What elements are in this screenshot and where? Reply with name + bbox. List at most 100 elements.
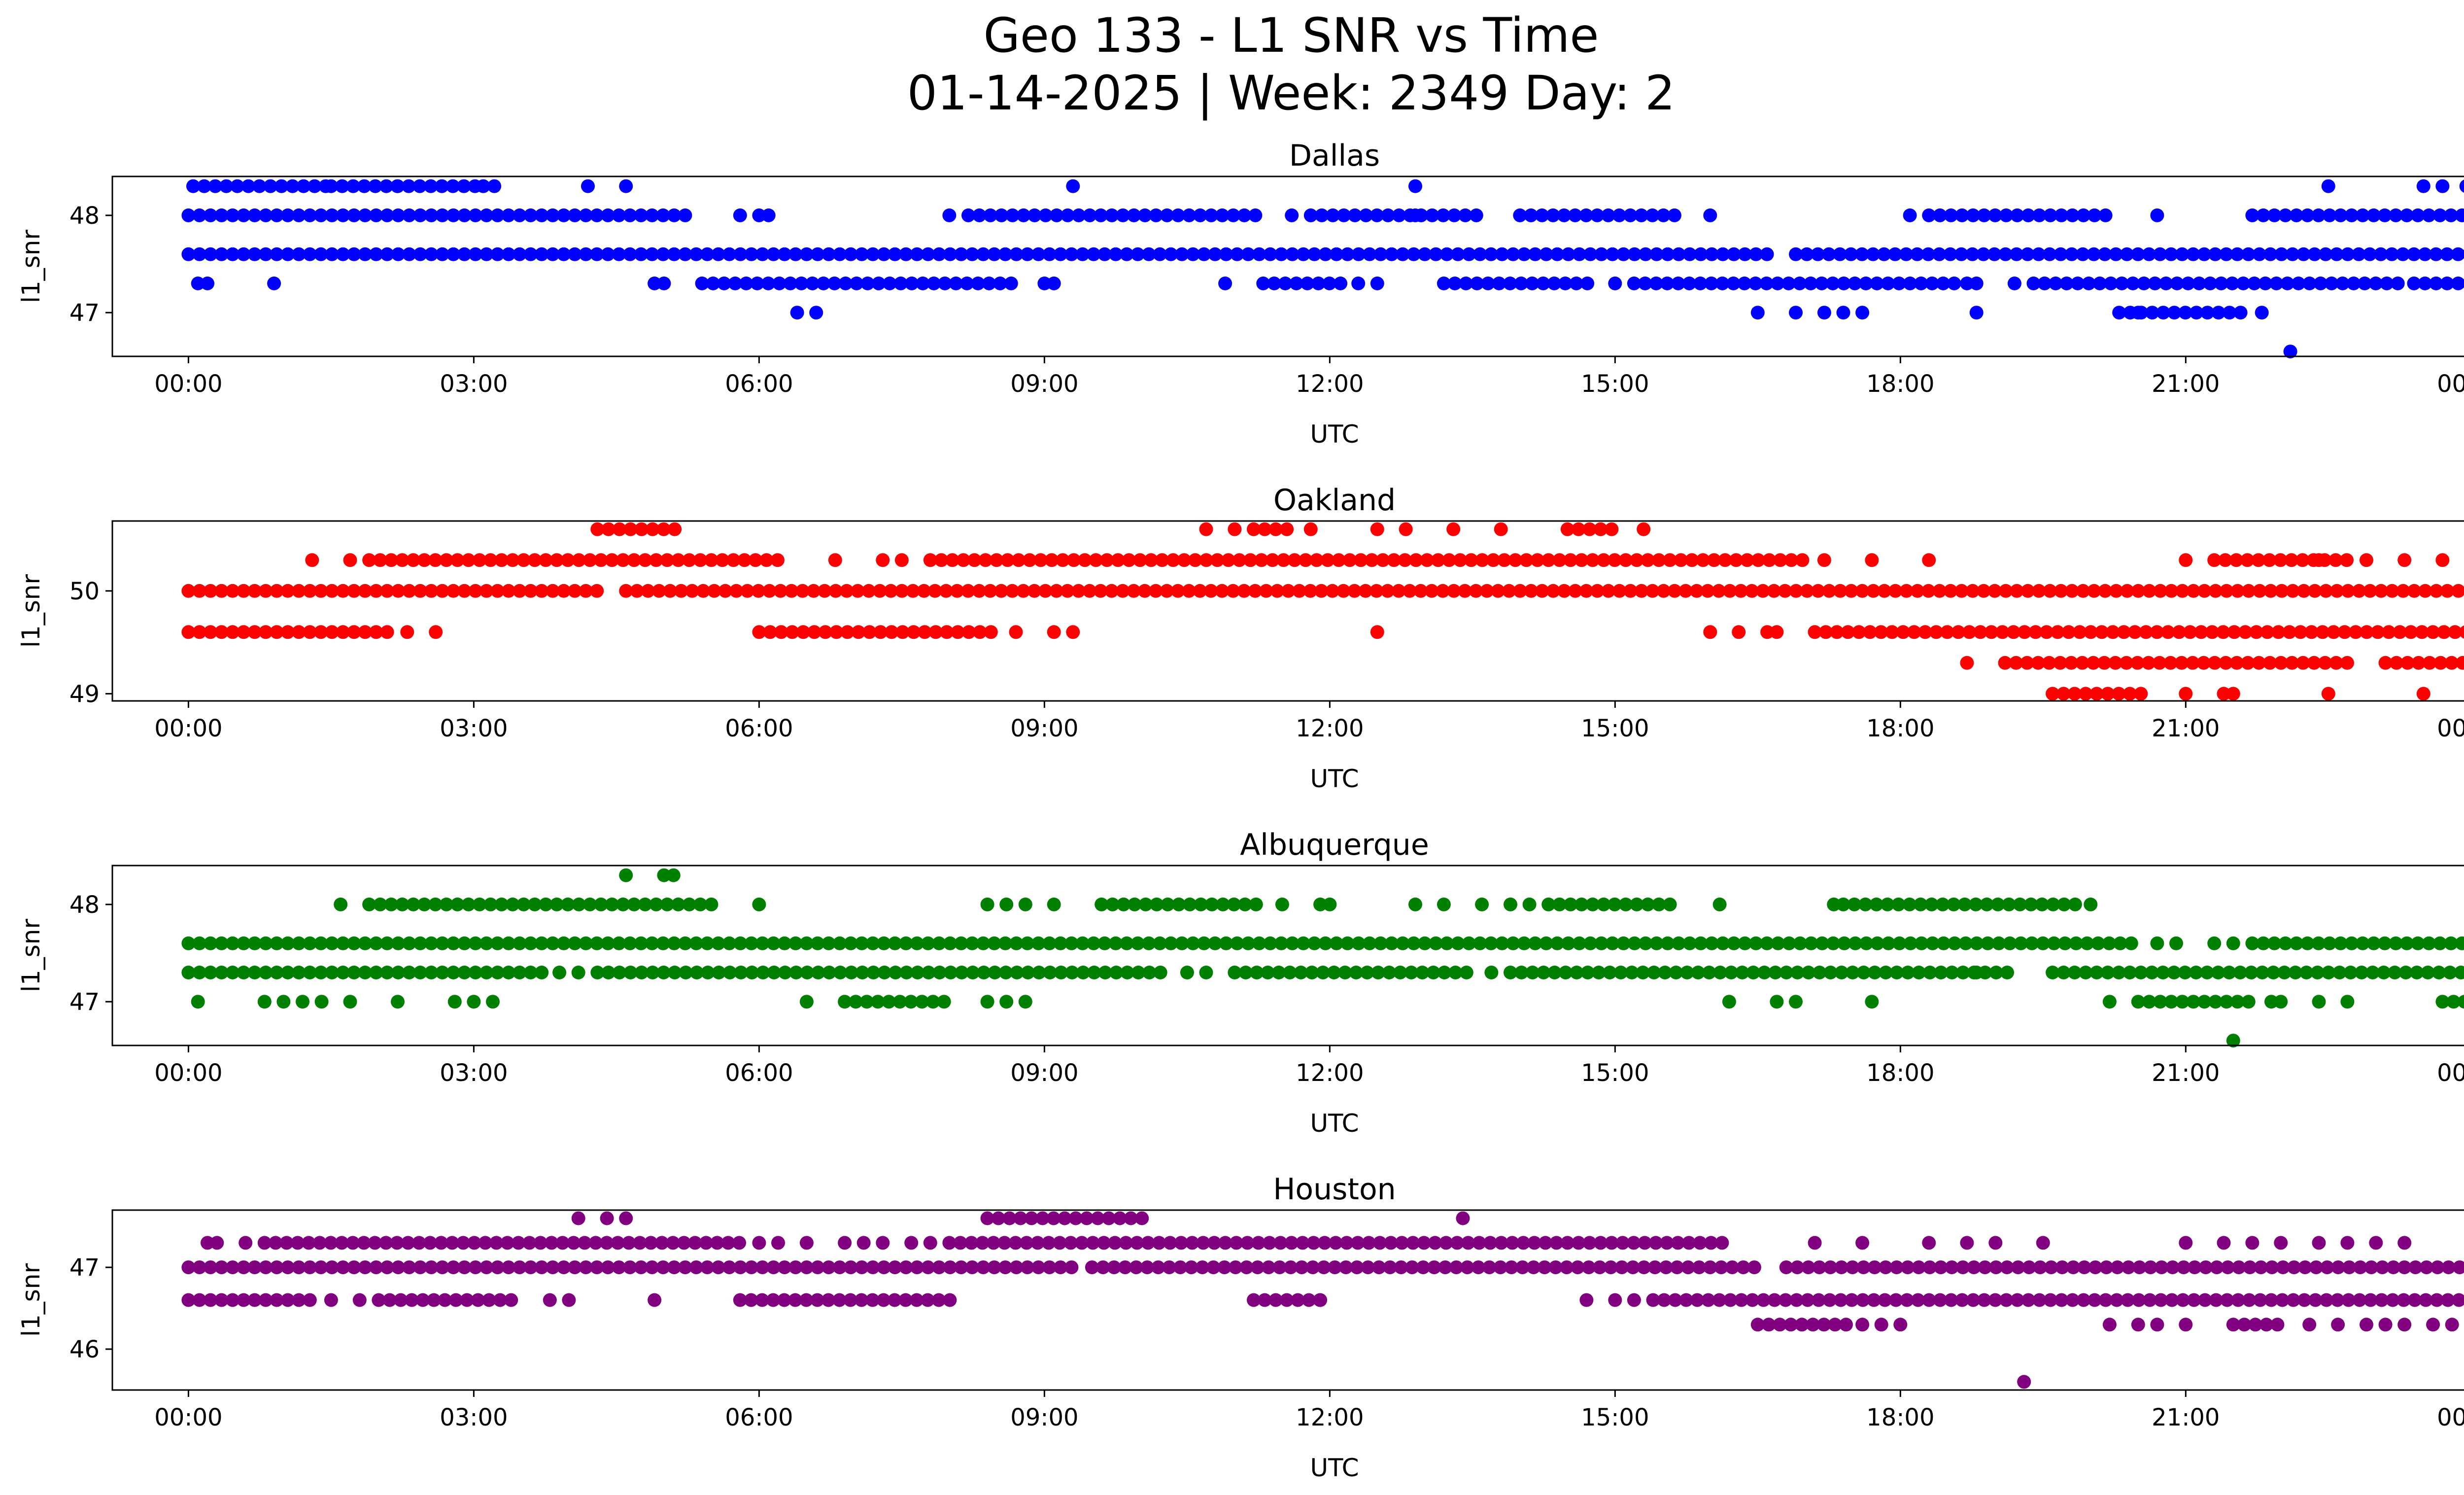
data-point [1118, 1260, 1132, 1275]
x-tick-label-houston: 03:00 [440, 1404, 508, 1431]
data-point [1018, 897, 1032, 911]
data-point [513, 584, 527, 598]
data-point [468, 584, 482, 598]
data-point [2150, 625, 2164, 639]
data-point [2053, 247, 2068, 261]
x-tick-label-dallas: 15:00 [1581, 370, 1649, 398]
data-point [1038, 584, 1053, 598]
data-point [1296, 1236, 1310, 1250]
data-point [721, 1236, 735, 1250]
data-point [2451, 277, 2464, 290]
data-point [2426, 1318, 2440, 1332]
data-point [252, 179, 267, 193]
data-point [1881, 897, 1895, 911]
data-point [876, 553, 890, 567]
data-point [2309, 1260, 2323, 1275]
data-point [1756, 584, 1770, 598]
data-point [645, 247, 659, 261]
data-point [1469, 584, 1483, 598]
data-point [1085, 1260, 1099, 1275]
data-point [612, 208, 626, 222]
data-point [226, 247, 240, 261]
data-point [1105, 208, 1119, 222]
data-point [523, 966, 538, 979]
data-point [1627, 277, 1641, 290]
data-point [1054, 247, 1067, 261]
data-point [1572, 936, 1586, 950]
data-point [2236, 277, 2251, 290]
data-point [2356, 208, 2370, 222]
data-point [1924, 897, 1939, 911]
data-point [1988, 1293, 2002, 1307]
data-point [1268, 522, 1283, 536]
data-point [2033, 1260, 2047, 1275]
data-point [2356, 936, 2370, 950]
data-point [2139, 625, 2153, 639]
data-point [975, 1236, 990, 1250]
data-point [2178, 966, 2192, 979]
data-point [1616, 936, 1631, 950]
data-point [204, 247, 218, 261]
data-point [1395, 1236, 1409, 1250]
data-point [2077, 1260, 2091, 1275]
data-point [1937, 936, 1951, 950]
data-point [1823, 966, 1838, 979]
data-point [2371, 625, 2385, 639]
data-point [1328, 1260, 1342, 1275]
data-point [943, 1260, 957, 1275]
data-point [2101, 687, 2115, 701]
data-point [1175, 247, 1189, 261]
data-point [1418, 936, 1432, 950]
data-point [693, 897, 708, 911]
data-point [2043, 584, 2057, 598]
data-point [634, 1260, 648, 1275]
y-tick-label-houston: 46 [69, 1336, 100, 1363]
data-point [759, 553, 774, 567]
data-point [1315, 208, 1329, 222]
data-point [1859, 277, 1873, 290]
data-point [1027, 584, 1041, 598]
data-point [711, 1260, 725, 1275]
data-point [1727, 936, 1741, 950]
data-point [1254, 553, 1268, 567]
data-point [795, 584, 810, 598]
data-point [1215, 584, 1229, 598]
data-point [1218, 1236, 1232, 1250]
data-point [2164, 995, 2178, 1009]
data-point [2175, 995, 2190, 1009]
data-point [667, 208, 681, 222]
data-point [2435, 179, 2450, 193]
data-point [1437, 966, 1451, 979]
data-point [2233, 966, 2247, 979]
data-point [700, 247, 715, 261]
data-point [2411, 208, 2425, 222]
data-point [292, 936, 306, 950]
data-point [181, 584, 196, 598]
data-point [1365, 553, 1379, 567]
data-point [1061, 208, 1075, 222]
data-point [1043, 966, 1057, 979]
data-point [1340, 247, 1355, 261]
data-point [1025, 1211, 1039, 1225]
data-point [1241, 247, 1255, 261]
data-point [744, 1293, 758, 1307]
data-point [1071, 584, 1086, 598]
data-point [1285, 936, 1300, 950]
data-point [2009, 656, 2023, 670]
data-point [1579, 584, 1593, 598]
data-point [1461, 1236, 1475, 1250]
data-point [1249, 897, 1263, 911]
data-point [1107, 1260, 1121, 1275]
data-point [263, 179, 277, 193]
data-point [1855, 306, 1870, 320]
data-point [1376, 553, 1390, 567]
data-point [2400, 208, 2414, 222]
data-point [1704, 277, 1718, 290]
data-point [932, 1260, 946, 1275]
data-point [2031, 247, 2046, 261]
data-point [1977, 584, 1991, 598]
data-point [379, 179, 393, 193]
data-point [2226, 1034, 2240, 1048]
data-point [922, 966, 936, 979]
data-point [457, 936, 472, 950]
